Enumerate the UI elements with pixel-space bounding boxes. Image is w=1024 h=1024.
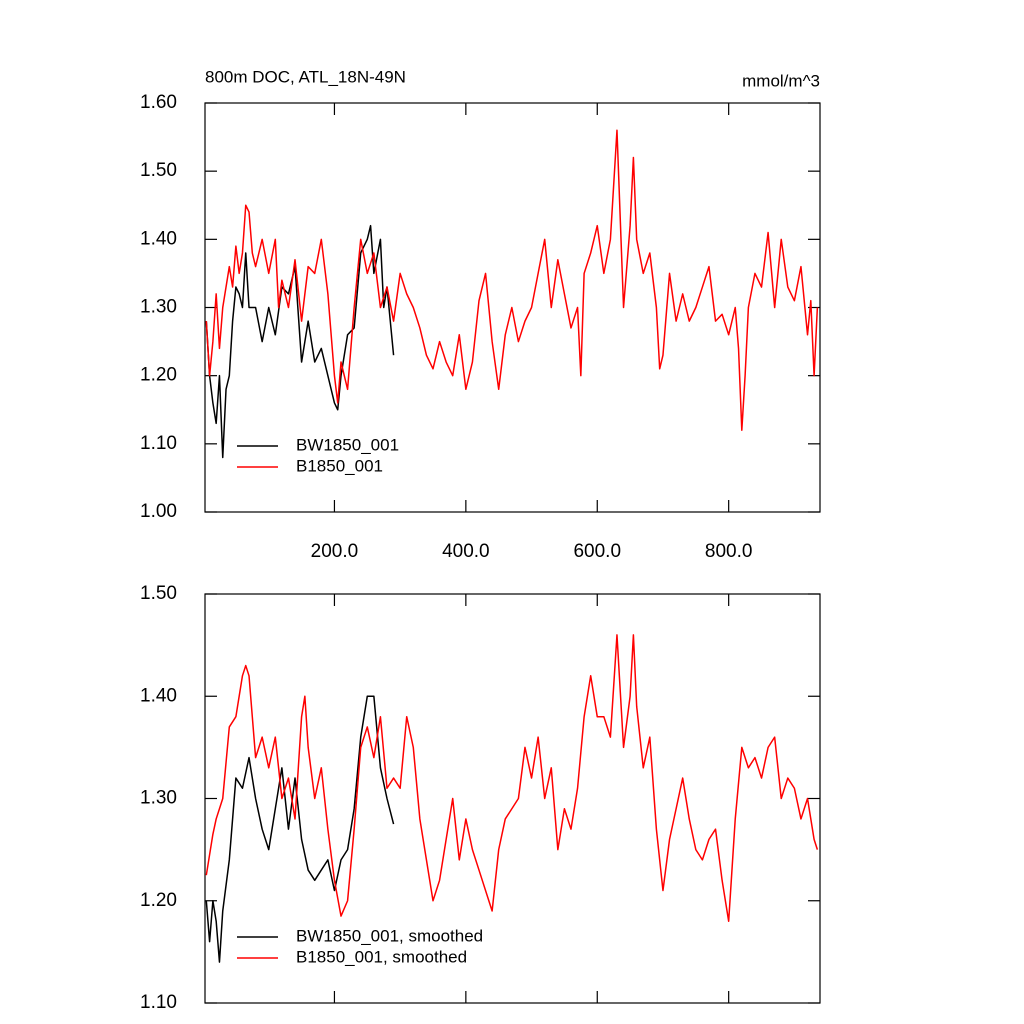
legend-label: B1850_001 [296, 456, 383, 475]
x-tick-label: 600.0 [573, 541, 621, 562]
y-tick-label: 1.00 [140, 501, 177, 522]
y-tick-label: 1.60 [140, 92, 177, 113]
y-tick-label: 1.50 [140, 160, 177, 181]
x-tick-label: 400.0 [442, 541, 490, 562]
y-tick-label: 1.20 [140, 365, 177, 386]
y-tick-label: 1.30 [140, 788, 177, 809]
legend-label: BW1850_001 [296, 435, 399, 454]
y-tick-label: 1.10 [140, 433, 177, 454]
data-line [205, 634, 819, 922]
data-line [205, 129, 819, 431]
legend-label: B1850_001, smoothed [296, 947, 467, 966]
y-tick-label: 1.20 [140, 890, 177, 911]
x-tick-label: 200.0 [311, 541, 359, 562]
y-tick-label: 1.50 [140, 583, 177, 604]
y-tick-label: 1.40 [140, 228, 177, 249]
chart-title: 800m DOC, ATL_18N-49N [205, 67, 406, 86]
units-label: mmol/m^3 [742, 71, 820, 90]
data-line [205, 695, 395, 963]
y-tick-label: 1.10 [140, 992, 177, 1013]
x-tick-label: 800.0 [705, 541, 753, 562]
y-tick-label: 1.30 [140, 297, 177, 318]
y-tick-label: 1.40 [140, 685, 177, 706]
data-line [205, 224, 395, 459]
legend-label: BW1850_001, smoothed [296, 926, 483, 945]
